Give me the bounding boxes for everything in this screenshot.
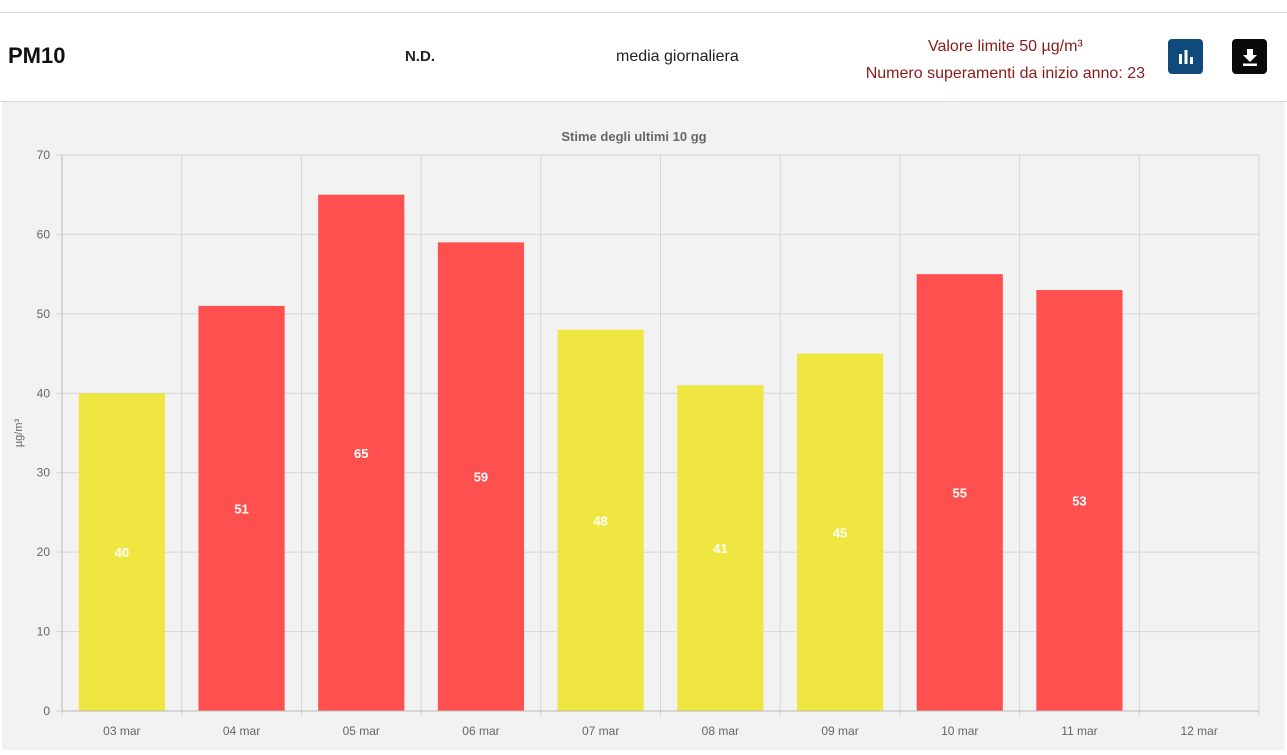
y-tick-label: 60	[37, 227, 51, 241]
y-tick-label: 50	[37, 307, 51, 321]
bar-value-label: 55	[953, 486, 967, 501]
y-tick-label: 40	[37, 386, 51, 400]
y-tick-label: 10	[37, 625, 51, 639]
bar-value-label: 65	[354, 446, 368, 461]
y-tick-label: 20	[37, 545, 51, 559]
chart-button[interactable]	[1168, 39, 1203, 74]
y-tick-label: 30	[37, 466, 51, 480]
download-icon	[1242, 48, 1257, 66]
bar-08-mar[interactable]	[677, 385, 764, 711]
x-tick-label: 12 mar	[1180, 724, 1217, 738]
bar-value-label: 51	[234, 501, 248, 516]
x-tick-label: 03 mar	[103, 724, 140, 738]
bar-10-mar[interactable]	[916, 274, 1003, 711]
bar-11-mar[interactable]	[1036, 290, 1123, 711]
bar-value-label: 40	[115, 545, 129, 560]
bar-value-label: 59	[474, 470, 488, 485]
x-tick-label: 05 mar	[343, 724, 380, 738]
bar-03-mar[interactable]	[78, 393, 165, 711]
bar-05-mar[interactable]	[318, 194, 405, 711]
chart-title: Stime degli ultimi 10 gg	[561, 129, 706, 144]
download-button[interactable]	[1232, 39, 1267, 74]
x-tick-label: 08 mar	[702, 724, 739, 738]
x-tick-label: 10 mar	[941, 724, 978, 738]
y-axis-label: µg/m³	[13, 418, 25, 447]
bar-07-mar[interactable]	[557, 329, 644, 711]
top-divider	[0, 12, 1287, 13]
pollutant-name: PM10	[8, 43, 66, 68]
averaging-type: media giornaliera	[616, 48, 739, 65]
x-tick-label: 04 mar	[223, 724, 260, 738]
bar-chart: Stime degli ultimi 10 gg µg/m³ 405165594…	[13, 129, 1260, 738]
limit-info: Valore limite 50 µg/m³ Numero superament…	[866, 33, 1145, 87]
bars: 40 51 65 59 48 41 45 55 53	[78, 194, 1123, 711]
limit-value-text: Valore limite 50 µg/m³	[927, 38, 1083, 55]
axes: 0 10 20 30 40 50 60 70 03 mar 04 mar 05 mar 06 mar 0…	[37, 148, 1259, 738]
x-tick-label: 11 mar	[1061, 724, 1097, 738]
x-tick-label: 09 mar	[821, 724, 858, 738]
chart-panel: Stime degli ultimi 10 gg µg/m³ 40 51 65 59 4…	[2, 102, 1285, 750]
bar-value-label: 48	[593, 513, 607, 528]
bar-06-mar[interactable]	[437, 242, 525, 711]
y-tick-label: 0	[43, 704, 50, 718]
bar-chart-icon	[1178, 49, 1193, 64]
bar-09-mar[interactable]	[796, 353, 884, 711]
pollutant-header: PM10 N.D. media giornaliera Valore limit…	[0, 13, 1287, 102]
bar-04-mar[interactable]	[198, 305, 285, 711]
exceedances-text: Numero superamenti da inizio anno: 23	[865, 65, 1145, 82]
x-tick-label: 07 mar	[582, 724, 619, 738]
bar-value-label: 53	[1072, 494, 1086, 509]
y-tick-label: 70	[37, 148, 51, 162]
station-value: N.D.	[405, 48, 435, 65]
bar-value-label: 45	[833, 525, 847, 540]
x-tick-label: 06 mar	[462, 724, 499, 738]
bar-value-label: 41	[713, 541, 727, 556]
